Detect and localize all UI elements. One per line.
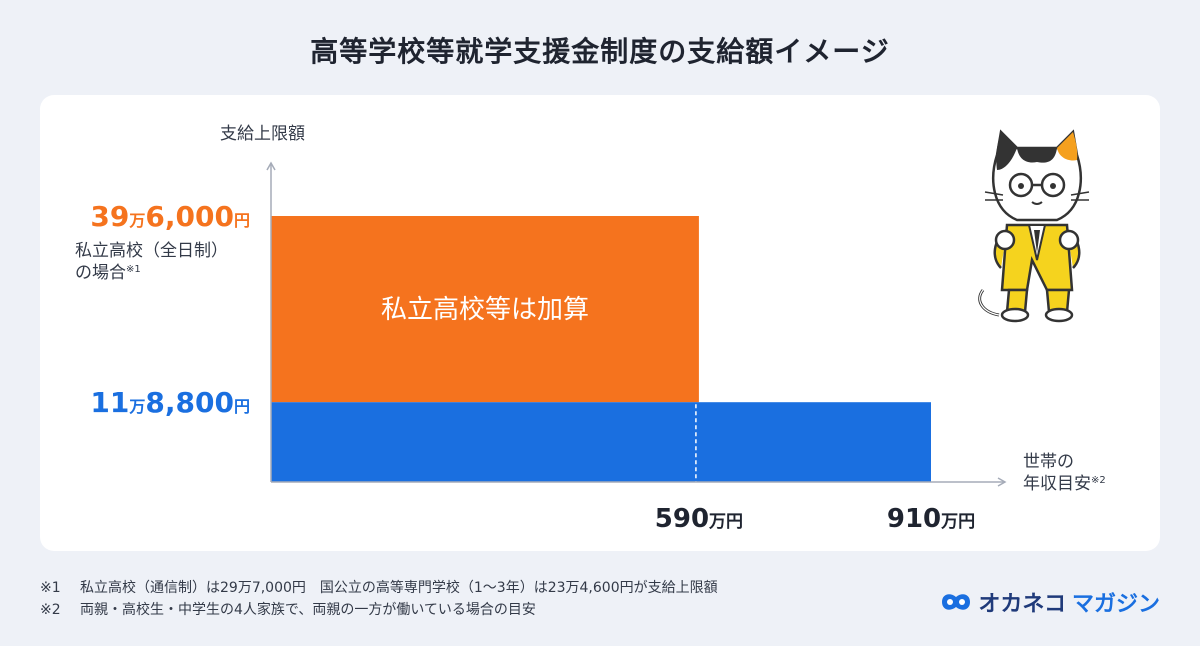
- brand-suffix: マガジン: [1071, 592, 1160, 617]
- x-tick-label: 910万円: [887, 504, 975, 534]
- y-tick-label: 11万8,800円: [90, 386, 250, 419]
- bar-private-addition: [271, 216, 699, 403]
- x-tick-label: 590万円: [655, 504, 743, 534]
- okaneko-logo-icon: [942, 594, 971, 610]
- y-tick-note: 私立高校（全日制）の場合※1: [75, 241, 228, 283]
- footnote-2: ※2 両親・高校生・中学生の4人家族で、両親の一方が働いている場合の目安: [40, 602, 536, 618]
- brand-name: オカネコ: [978, 592, 1066, 617]
- y-tick-label: 39万6,000円: [90, 200, 250, 233]
- chart-panel: 私立高校等は加算 支給上限額世帯の年収目安※2 39万6,000円私立高校（全日制…: [40, 95, 1160, 551]
- cat-mascot-icon: [978, 129, 1090, 323]
- page-title: 高等学校等就学支援金制度の支給額イメージ: [310, 35, 890, 68]
- x-axis-label: 世帯の年収目安※2: [1023, 452, 1106, 494]
- y-axis-label: 支給上限額: [220, 124, 305, 144]
- footnotes: ※1 私立高校（通信制）は29万7,000円 国公立の高等専門学校（1〜3年）は2…: [40, 577, 718, 621]
- footnote-1: ※1 私立高校（通信制）は29万7,000円 国公立の高等専門学校（1〜3年）は2…: [40, 580, 718, 596]
- bar-label: 私立高校等は加算: [381, 295, 589, 325]
- brand-logo: オカネコ マガジン: [940, 586, 1160, 618]
- bar-base-support: [271, 402, 931, 482]
